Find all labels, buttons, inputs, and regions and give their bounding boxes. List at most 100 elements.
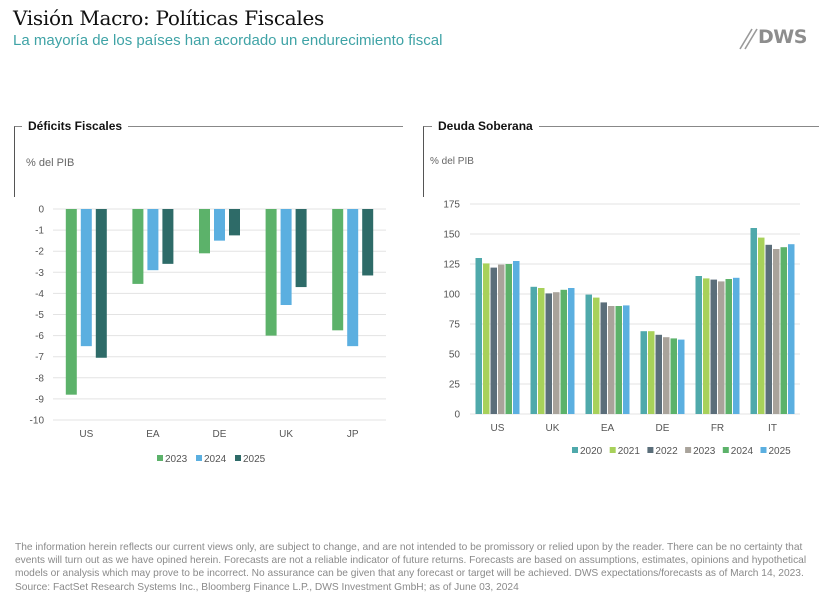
legend-swatch-2025: [235, 455, 241, 461]
deficits-y-unit: % del PIB: [26, 157, 75, 169]
bar-ea-2021: [593, 297, 600, 414]
legend-label-2021: 2021: [618, 446, 641, 457]
bar-ea-2024: [615, 306, 622, 414]
source-text: Source: FactSet Research Systems Inc., B…: [15, 581, 519, 593]
bar-us-2023: [65, 209, 77, 395]
y-tick-label: 25: [449, 380, 461, 391]
logo-text: DWS: [758, 26, 807, 48]
bar-de-2025: [229, 209, 240, 236]
x-tick-label: DE: [213, 429, 227, 440]
bar-uk-2021: [538, 288, 545, 414]
bar-uk-2024: [560, 289, 567, 414]
bar-it-2022: [765, 244, 772, 414]
dws-logo: DWS: [738, 26, 818, 52]
page-subtitle: La mayoría de los países han acordado un…: [13, 32, 443, 49]
legend-swatch-2024: [196, 455, 202, 461]
bar-uk-2025: [568, 288, 575, 414]
bar-uk-2023: [265, 209, 277, 336]
legend-swatch-2025: [760, 447, 767, 453]
bar-fr-2020: [695, 276, 702, 414]
bar-ea-2023: [132, 209, 144, 284]
y-tick-label: -4: [35, 289, 44, 300]
bar-de-2024: [214, 209, 225, 241]
bar-ea-2025: [623, 305, 630, 414]
bar-de-2020: [640, 331, 647, 414]
bar-us-2025: [513, 261, 520, 414]
y-tick-label: 125: [443, 260, 460, 271]
y-tick-label: -9: [35, 394, 44, 405]
debt-panel-frame: [423, 126, 819, 197]
y-tick-label: -2: [35, 247, 44, 258]
bar-fr-2024: [725, 279, 732, 414]
bar-de-2021: [648, 331, 655, 414]
y-tick-label: 50: [449, 350, 461, 361]
double-slash-icon: [739, 28, 758, 50]
bar-it-2020: [750, 228, 757, 414]
legend-label-2022: 2022: [655, 446, 678, 457]
bar-de-2025: [678, 339, 685, 414]
legend-label-2023: 2023: [693, 446, 716, 457]
legend-label-2025: 2025: [243, 454, 266, 465]
x-tick-label: EA: [146, 429, 160, 440]
y-tick-label: -8: [35, 373, 44, 384]
disclaimer-text: The information herein reflects our curr…: [15, 542, 807, 580]
page-title: Visión Macro: Políticas Fiscales: [13, 6, 324, 30]
y-tick-label: -5: [35, 310, 44, 321]
x-tick-label: UK: [546, 423, 560, 434]
x-tick-label: EA: [601, 423, 615, 434]
bar-us-2022: [490, 267, 497, 414]
debt-y-unit: % del PIB: [430, 156, 474, 167]
y-tick-label: -1: [35, 226, 44, 237]
y-tick-label: 175: [443, 200, 460, 211]
x-tick-label: UK: [279, 429, 293, 440]
y-tick-label: -7: [35, 352, 44, 363]
bar-de-2024: [670, 338, 677, 414]
deficits-panel-frame: [14, 126, 403, 197]
legend-label-2024: 2024: [731, 446, 754, 457]
deficits-chart-title: Déficits Fiscales: [22, 119, 129, 133]
bar-uk-2022: [545, 293, 552, 414]
bar-jp-2023: [332, 209, 344, 331]
y-tick-label: 150: [443, 230, 460, 241]
y-tick-label: 0: [38, 205, 44, 216]
bar-fr-2023: [718, 281, 725, 414]
y-tick-label: 100: [443, 290, 460, 301]
legend-label-2020: 2020: [580, 446, 603, 457]
bar-it-2021: [758, 237, 765, 414]
bar-jp-2025: [362, 209, 374, 276]
bar-us-2025: [95, 209, 107, 358]
bar-it-2024: [780, 247, 787, 414]
bar-fr-2022: [710, 279, 717, 414]
bar-us-2023: [498, 264, 505, 414]
legend-swatch-2020: [572, 447, 578, 453]
legend-swatch-2024: [722, 447, 729, 453]
x-tick-label: JP: [347, 429, 359, 440]
bar-it-2023: [773, 249, 780, 414]
bar-uk-2024: [280, 209, 292, 306]
debt-chart-title: Deuda Soberana: [432, 119, 539, 133]
legend-swatch-2021: [609, 447, 616, 453]
disclaimer: The information herein reflects our curr…: [15, 541, 815, 594]
bar-us-2021: [483, 263, 490, 414]
bar-ea-2024: [147, 209, 159, 271]
legend-label-2025: 2025: [769, 446, 792, 457]
bar-ea-2020: [585, 294, 592, 414]
bar-fr-2025: [733, 277, 740, 414]
bar-uk-2020: [530, 286, 537, 414]
bar-jp-2024: [347, 209, 359, 347]
bar-de-2022: [655, 334, 662, 414]
legend-swatch-2022: [647, 447, 654, 453]
y-tick-label: -6: [35, 331, 44, 342]
bar-uk-2025: [295, 209, 307, 288]
x-tick-label: IT: [768, 423, 777, 434]
y-tick-label: -10: [30, 416, 45, 427]
legend-label-2023: 2023: [165, 454, 188, 465]
bar-us-2024: [80, 209, 92, 347]
bar-us-2024: [505, 264, 512, 414]
bar-ea-2025: [162, 209, 174, 264]
bar-us-2020: [475, 258, 482, 414]
legend-label-2024: 2024: [204, 454, 227, 465]
bar-it-2025: [788, 244, 795, 414]
x-tick-label: US: [79, 429, 93, 440]
